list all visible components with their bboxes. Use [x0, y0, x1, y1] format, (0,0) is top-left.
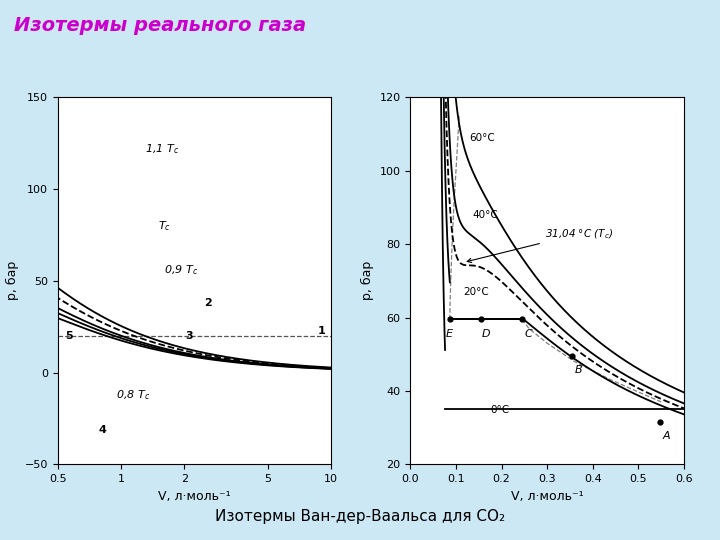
Text: $T_c$: $T_c$	[158, 219, 171, 233]
Text: Изотермы Ван-дер-Ваальса для СО₂: Изотермы Ван-дер-Ваальса для СО₂	[215, 509, 505, 524]
Text: Изотермы реального газа: Изотермы реального газа	[14, 16, 307, 35]
Text: 40°C: 40°C	[472, 211, 498, 220]
Text: 31,04 °C ($T_c$): 31,04 °C ($T_c$)	[467, 227, 613, 262]
Text: 0,8 $T_c$: 0,8 $T_c$	[116, 388, 150, 402]
Text: D: D	[482, 328, 490, 339]
Text: C: C	[524, 328, 532, 339]
Text: 1,1 $T_c$: 1,1 $T_c$	[145, 142, 179, 156]
Y-axis label: р, бар: р, бар	[361, 261, 374, 300]
Text: 5: 5	[65, 331, 73, 341]
Text: 60°C: 60°C	[469, 133, 495, 143]
Text: 20°C: 20°C	[463, 287, 489, 298]
X-axis label: V, л·моль⁻¹: V, л·моль⁻¹	[511, 490, 583, 503]
Text: 2: 2	[204, 298, 212, 308]
Text: B: B	[575, 365, 582, 375]
Text: 3: 3	[185, 331, 192, 341]
Y-axis label: р, бар: р, бар	[6, 261, 19, 300]
Text: 4: 4	[99, 424, 107, 435]
X-axis label: V, л·моль⁻¹: V, л·моль⁻¹	[158, 490, 230, 503]
Text: 0,9 $T_c$: 0,9 $T_c$	[164, 264, 198, 277]
Text: 0°C: 0°C	[490, 405, 509, 415]
Text: 1: 1	[318, 326, 325, 336]
Text: E: E	[446, 328, 453, 339]
Text: A: A	[662, 431, 670, 441]
